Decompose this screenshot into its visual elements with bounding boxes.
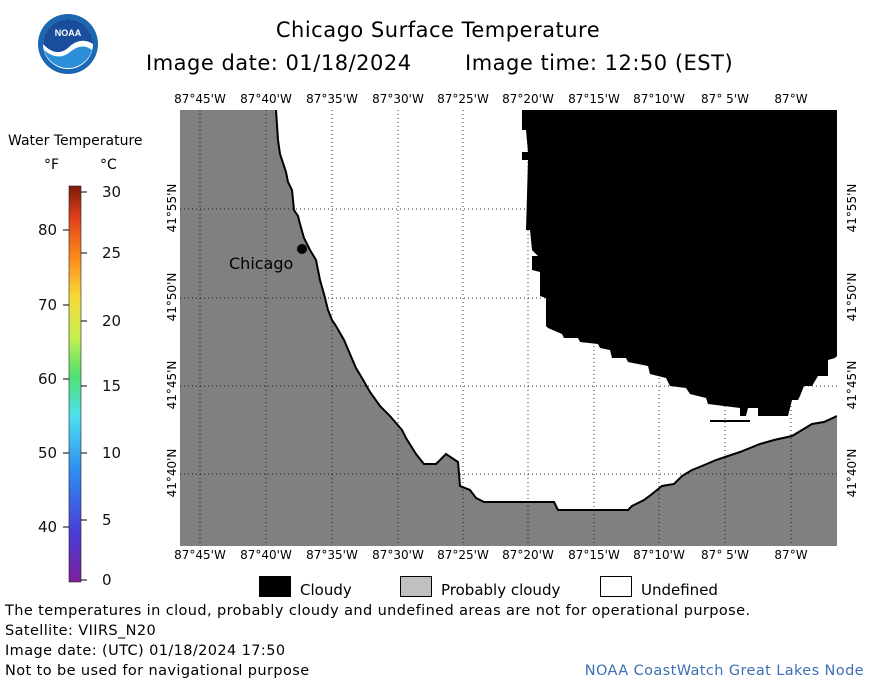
latitude-label: 41°45'N	[845, 360, 859, 410]
latitude-label: 41°55'N	[845, 183, 859, 233]
legend-title: Water Temperature	[8, 133, 143, 149]
page-title: Chicago Surface Temperature	[275, 18, 601, 42]
probably-cloudy-label: Probably cloudy	[441, 581, 561, 599]
longitude-label: 87°20'W	[502, 92, 554, 106]
satellite-name: Satellite: VIIRS_N20	[5, 623, 157, 639]
f-tick-marks	[63, 229, 69, 528]
f-tick-label: 70	[38, 296, 58, 314]
logo-text: NOAA	[55, 28, 82, 38]
logo-bird-area	[43, 19, 93, 53]
f-tick-label: 40	[38, 518, 58, 536]
cloud-edge	[710, 420, 750, 422]
chicago-label: Chicago	[229, 254, 293, 273]
shoreline	[275, 110, 837, 511]
disclaimer-note: The temperatures in cloud, probably clou…	[5, 603, 751, 619]
longitude-label: 87°20'W	[502, 548, 554, 562]
latitude-label: 41°50'N	[845, 272, 859, 322]
longitude-label: 87°45'W	[174, 92, 226, 106]
undefined-swatch	[600, 576, 632, 597]
credit-line: NOAA CoastWatch Great Lakes Node	[584, 663, 864, 679]
longitude-label: 87°25'W	[437, 92, 489, 106]
cloudy-area	[522, 110, 837, 416]
f-tick-label: 50	[38, 444, 58, 462]
unit-celsius: °C	[100, 157, 117, 173]
longitude-label: 87°30'W	[372, 548, 424, 562]
c-tick-label: 0	[102, 571, 112, 589]
c-tick-label: 10	[102, 444, 122, 462]
cloudy-swatch	[259, 576, 291, 597]
latitude-label: 41°40'N	[845, 448, 859, 498]
c-tick-label: 25	[102, 244, 122, 262]
longitude-label: 87°15'W	[568, 548, 620, 562]
c-tick-marks	[81, 191, 87, 581]
c-tick-label: 15	[102, 377, 122, 395]
longitude-label: 87°45'W	[174, 548, 226, 562]
map-canvas: Chicago	[180, 110, 837, 546]
longitude-label: 87°35'W	[306, 548, 358, 562]
color-bar	[68, 185, 82, 583]
c-tick-label: 5	[102, 511, 112, 529]
longitude-label: 87°15'W	[568, 92, 620, 106]
navigation-warning: Not to be used for navigational purpose	[5, 663, 310, 679]
longitude-label: 87°W	[774, 92, 808, 106]
utc-date: Image date: (UTC) 01/18/2024 17:50	[5, 643, 286, 659]
latitude-label: 41°40'N	[165, 448, 179, 498]
latitude-label: 41°55'N	[165, 183, 179, 233]
probably-cloudy-swatch	[400, 576, 432, 597]
land-area	[180, 110, 837, 546]
f-tick-label: 80	[38, 221, 58, 239]
longitude-label: 87° 5'W	[701, 548, 749, 562]
latitude-label: 41°50'N	[165, 272, 179, 322]
c-tick-label: 20	[102, 312, 122, 330]
latitude-label: 41°45'N	[165, 360, 179, 410]
undefined-label: Undefined	[641, 581, 718, 599]
longitude-label: 87°30'W	[372, 92, 424, 106]
c-tick-label: 30	[102, 183, 122, 201]
image-date: Image date: 01/18/2024	[146, 51, 412, 75]
unit-fahrenheit: °F	[44, 157, 60, 173]
image-time: Image time: 12:50 (EST)	[465, 51, 734, 75]
logo-water-area	[44, 46, 92, 68]
chicago-marker	[297, 244, 307, 254]
longitude-label: 87°40'W	[240, 92, 292, 106]
temperature-scale	[63, 185, 87, 583]
longitude-label: 87°10'W	[633, 548, 685, 562]
longitude-label: 87°W	[774, 548, 808, 562]
longitude-label: 87° 5'W	[701, 92, 749, 106]
noaa-logo: NOAA	[38, 14, 98, 74]
longitude-label: 87°35'W	[306, 92, 358, 106]
longitude-label: 87°10'W	[633, 92, 685, 106]
graticule	[180, 110, 837, 546]
cloudy-label: Cloudy	[300, 581, 352, 599]
f-tick-label: 60	[38, 370, 58, 388]
longitude-label: 87°25'W	[437, 548, 489, 562]
longitude-label: 87°40'W	[240, 548, 292, 562]
